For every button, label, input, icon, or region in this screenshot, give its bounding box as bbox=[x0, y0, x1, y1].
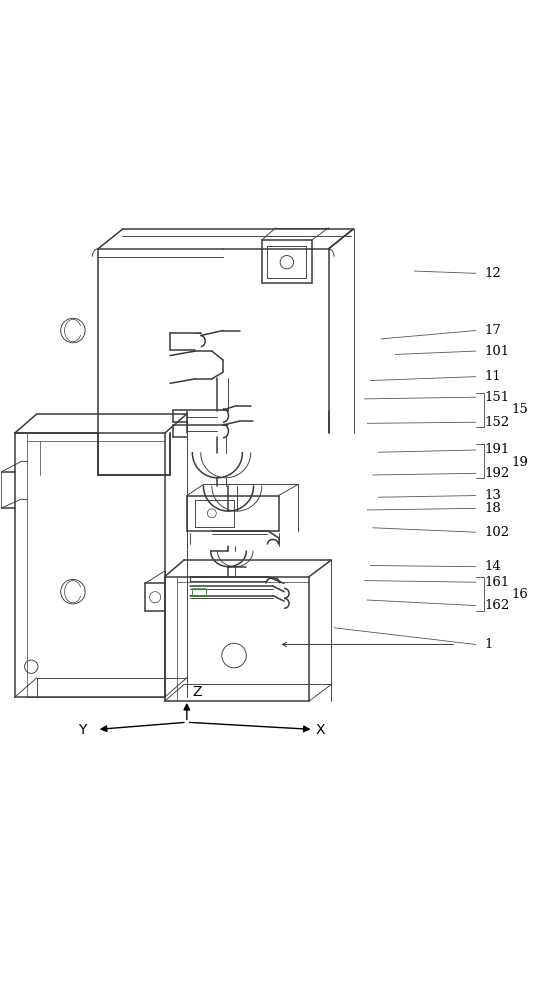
Text: 17: 17 bbox=[484, 324, 501, 337]
Text: 13: 13 bbox=[484, 489, 501, 502]
Text: 15: 15 bbox=[512, 403, 529, 416]
Text: X: X bbox=[316, 723, 325, 737]
Text: 151: 151 bbox=[484, 391, 509, 404]
Text: 192: 192 bbox=[484, 467, 509, 480]
Text: 101: 101 bbox=[484, 345, 509, 358]
Text: 14: 14 bbox=[484, 560, 501, 573]
Text: 102: 102 bbox=[484, 526, 509, 539]
Text: 152: 152 bbox=[484, 416, 509, 429]
Text: 11: 11 bbox=[484, 370, 501, 383]
Text: 18: 18 bbox=[484, 502, 501, 515]
Text: Y: Y bbox=[79, 723, 87, 737]
Text: 1: 1 bbox=[484, 638, 492, 651]
Text: Z: Z bbox=[192, 685, 202, 699]
Text: 162: 162 bbox=[484, 599, 509, 612]
Text: 19: 19 bbox=[512, 456, 529, 469]
Text: 12: 12 bbox=[484, 267, 501, 280]
Text: 16: 16 bbox=[512, 588, 529, 601]
Text: 161: 161 bbox=[484, 576, 509, 589]
Text: 191: 191 bbox=[484, 443, 509, 456]
